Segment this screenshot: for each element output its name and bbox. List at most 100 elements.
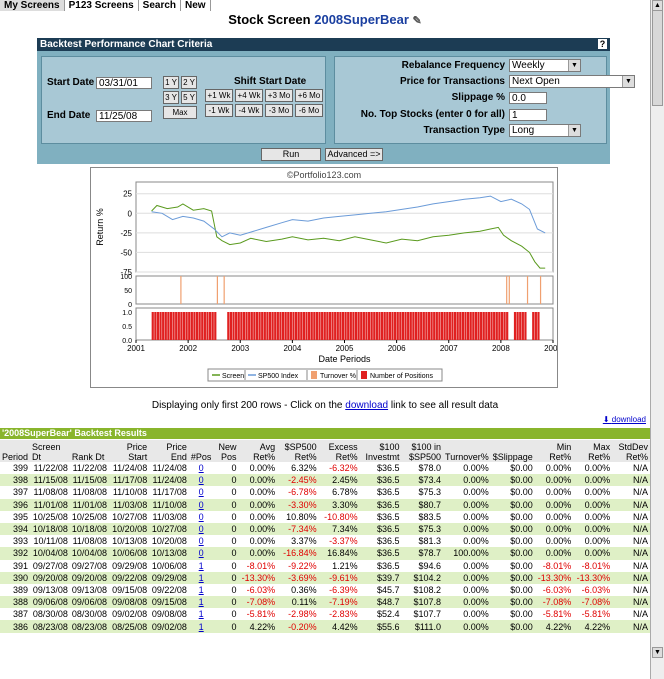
- position-bar: [177, 312, 180, 340]
- start-date-label: Start Date: [47, 77, 95, 88]
- table-cell: 0.00%: [545, 511, 572, 522]
- table-cell: -8.01%: [542, 560, 572, 571]
- y-tick-label: 0: [128, 209, 133, 218]
- 5y-button[interactable]: 5 Y: [181, 91, 197, 104]
- start-date-input[interactable]: 03/31/01: [96, 77, 152, 89]
- scroll-down-icon[interactable]: ▼: [652, 647, 663, 658]
- position-bar: [461, 312, 464, 340]
- vertical-scrollbar[interactable]: ▲ ▼: [650, 0, 664, 679]
- tab-my-screens[interactable]: My Screens: [0, 0, 65, 11]
- shift-plus3mo-button[interactable]: +3 Mo: [265, 89, 293, 102]
- slippage-label: Slippage %: [451, 92, 505, 103]
- download-link[interactable]: ⬇ download: [603, 415, 646, 424]
- end-date-input[interactable]: 11/25/08: [96, 110, 152, 122]
- edit-icon[interactable]: ✎: [412, 15, 422, 27]
- shift-minus3mo-button[interactable]: -3 Mo: [265, 104, 293, 117]
- column-header: $Slippage: [490, 440, 535, 462]
- table-cell: $52.4: [376, 609, 400, 620]
- position-bar: [328, 312, 332, 340]
- column-header: $100 in $SP500: [401, 440, 444, 462]
- table-cell: 0: [213, 547, 239, 560]
- transaction-type-select[interactable]: Long ▼: [509, 124, 581, 137]
- 1y-button[interactable]: 1 Y: [163, 76, 179, 89]
- positions-link[interactable]: 0: [198, 499, 204, 510]
- positions-link[interactable]: 0: [198, 475, 204, 486]
- shift-minus4wk-button[interactable]: -4 Wk: [235, 104, 263, 117]
- help-icon[interactable]: ?: [598, 39, 607, 49]
- positions-link[interactable]: 1: [198, 572, 204, 583]
- tab-search[interactable]: Search: [139, 0, 182, 11]
- 2y-button[interactable]: 2 Y: [181, 76, 197, 89]
- shift-plus1wk-button[interactable]: +1 Wk: [205, 89, 233, 102]
- position-bar: [537, 312, 540, 340]
- shift-minus1wk-button[interactable]: -1 Wk: [205, 104, 233, 117]
- x-axis-label: Date Periods: [318, 354, 371, 364]
- turnover-tick-label: 0: [128, 302, 132, 309]
- date-box: Start Date 03/31/01 1 Y 2 Y 3 Y 5 Y Max …: [41, 56, 326, 144]
- table-cell: 11/08/08: [72, 536, 107, 547]
- positions-link[interactable]: 1: [198, 560, 204, 571]
- table-cell: -5.81%: [246, 609, 276, 620]
- table-cell: -5.81%: [581, 609, 611, 620]
- position-bar: [156, 312, 160, 340]
- shift-plus6mo-button[interactable]: +6 Mo: [295, 89, 323, 102]
- backtest-chart: ©Portfolio123.com 25 0 -25 -50 -75 Return % 10…: [90, 167, 558, 388]
- table-cell: 0: [213, 474, 239, 487]
- table-cell: 10/04/08: [69, 547, 109, 560]
- rebalance-select[interactable]: Weekly ▼: [509, 59, 581, 72]
- position-bar: [399, 312, 402, 340]
- table-cell: $83.5: [418, 511, 442, 522]
- tab-p123-screens[interactable]: P123 Screens: [65, 0, 139, 11]
- top-stocks-input[interactable]: 1: [509, 109, 547, 121]
- position-bar: [214, 312, 217, 340]
- table-cell: 0: [231, 487, 237, 498]
- column-header: Avg Ret%: [238, 440, 278, 462]
- table-cell: 09/27/08: [32, 560, 68, 571]
- position-bar: [339, 312, 342, 340]
- position-bar: [474, 312, 478, 340]
- shift-minus6mo-button[interactable]: -6 Mo: [295, 104, 323, 117]
- legend-swatch: [361, 371, 367, 379]
- positions-link[interactable]: 0: [198, 511, 204, 522]
- positions-link[interactable]: 0: [198, 487, 204, 498]
- position-bar: [175, 312, 178, 340]
- tab-new[interactable]: New: [181, 0, 211, 11]
- positions-link[interactable]: 0: [198, 463, 204, 474]
- position-bar: [422, 312, 425, 340]
- column-header: Min Ret%: [534, 440, 574, 462]
- shift-plus4wk-button[interactable]: +4 Wk: [235, 89, 263, 102]
- table-cell: 1: [189, 608, 214, 620]
- table-cell: 09/08/08: [108, 596, 150, 609]
- table-cell: N/A: [632, 584, 648, 595]
- table-cell: 09/15/08: [149, 596, 189, 609]
- table-cell: 08/25/08: [108, 620, 150, 633]
- positions-link[interactable]: 1: [198, 597, 204, 608]
- 3y-button[interactable]: 3 Y: [163, 91, 179, 104]
- table-cell: 0.00%: [443, 498, 491, 511]
- run-button[interactable]: Run: [261, 148, 321, 161]
- download-inline-link[interactable]: download: [345, 400, 389, 411]
- scroll-thumb[interactable]: [652, 10, 663, 106]
- slippage-input[interactable]: 0.0: [509, 92, 547, 104]
- positions-link[interactable]: 0: [198, 524, 204, 535]
- positions-link[interactable]: 0: [198, 548, 204, 559]
- position-bar: [443, 312, 446, 340]
- positions-link[interactable]: 0: [198, 536, 204, 547]
- advanced-button[interactable]: Advanced =>: [325, 148, 383, 161]
- rebalance-label: Rebalance Frequency: [401, 60, 505, 71]
- column-header: New Pos: [213, 440, 239, 462]
- positions-link[interactable]: 1: [198, 584, 204, 595]
- positions-link[interactable]: 1: [198, 609, 204, 620]
- download-icon: ⬇: [602, 415, 610, 424]
- x-tick-label: 2009: [544, 344, 557, 353]
- price-select[interactable]: Next Open ▼: [509, 75, 635, 88]
- max-button[interactable]: Max: [163, 106, 197, 119]
- positions-link[interactable]: 1: [198, 621, 204, 632]
- position-bar: [318, 312, 321, 340]
- table-cell: 387: [12, 609, 29, 620]
- end-date-label: End Date: [47, 110, 91, 121]
- position-bar: [503, 312, 506, 340]
- table-cell: $0.00: [490, 498, 535, 511]
- table-cell: -3.37%: [329, 536, 358, 547]
- table-cell: 0.00%: [249, 511, 276, 522]
